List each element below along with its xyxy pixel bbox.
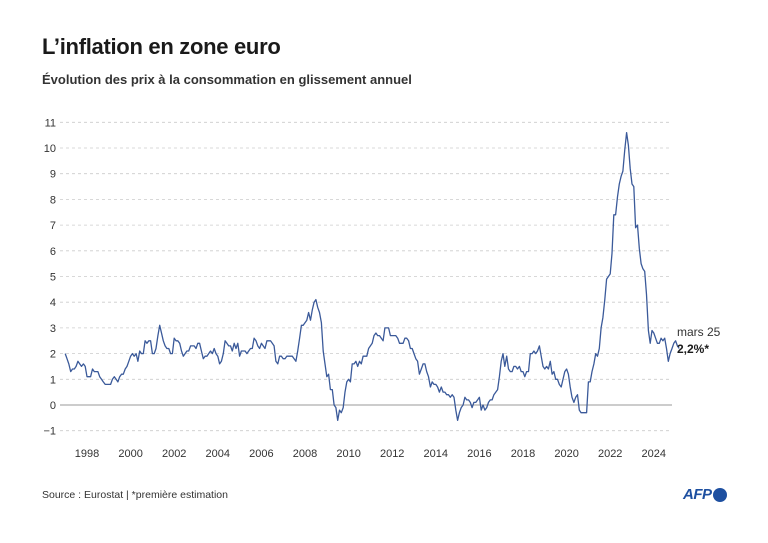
afp-logo-text: AFP [683,486,712,503]
y-tick-label: 11 [45,117,56,129]
x-tick-label: 2014 [424,448,448,460]
inflation-series-line [64,131,680,422]
annotation-value: 2,2%* [677,342,709,356]
y-tick-label: 8 [50,194,56,206]
x-axis-ticks: 1998 2000 2002 2004 2006 2008 2010 2012 2014 2016… [75,448,666,460]
y-tick-label: 9 [50,169,56,181]
y-tick-label: 10 [44,143,56,155]
x-tick-label: 2000 [118,448,142,460]
y-tick-label: 0 [50,400,56,412]
annotation-date: mars 25 [677,325,721,339]
y-tick-label: 5 [50,272,56,284]
x-tick-label: 2016 [467,448,491,460]
x-tick-label: 2012 [380,448,404,460]
x-tick-label: 2006 [249,448,273,460]
y-tick-label: 7 [50,220,56,232]
source-note: Source : Eurostat | *première estimation [42,489,228,501]
x-tick-label: 2004 [206,448,230,460]
x-tick-label: 2008 [293,448,317,460]
chart-title: L’inflation en zone euro [42,34,281,59]
chart-subtitle: Évolution des prix à la consommation en … [42,72,412,87]
x-tick-label: 2024 [642,448,666,460]
y-tick-label: 4 [50,297,56,309]
afp-logo: AFP [683,486,727,503]
y-tick-label: 3 [50,323,56,335]
x-tick-label: 2002 [162,448,186,460]
x-tick-label: 2022 [598,448,622,460]
y-tick-label: 1 [50,374,56,386]
x-tick-label: 2018 [511,448,535,460]
grid-lines [60,121,672,432]
x-tick-label: 2010 [336,448,360,460]
y-tick-label: 6 [50,246,56,258]
afp-logo-dot [712,487,727,502]
x-tick-label: 1998 [75,448,99,460]
x-tick-label: 2020 [554,448,578,460]
y-tick-label: −1 [43,426,56,438]
y-tick-label: 2 [50,349,56,361]
